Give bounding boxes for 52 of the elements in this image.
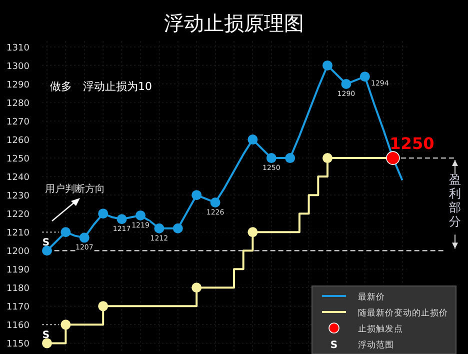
point xyxy=(98,208,108,219)
text: S xyxy=(330,340,338,351)
point xyxy=(154,223,164,234)
point xyxy=(360,72,370,82)
legend-label: 最新价 xyxy=(358,292,385,302)
point xyxy=(266,153,276,164)
y-tick-label: 1200 xyxy=(6,247,30,258)
annotation: 浮动范围 xyxy=(358,340,394,350)
point xyxy=(98,301,108,312)
y-tick-label: 1170 xyxy=(6,302,30,313)
point xyxy=(248,227,258,238)
annotation: S xyxy=(42,330,50,341)
y-tick-label: 1280 xyxy=(6,99,30,109)
point xyxy=(172,223,183,234)
y-tick-label: 1250 xyxy=(6,154,30,165)
point xyxy=(322,153,332,164)
data-label: 1250 xyxy=(390,134,434,154)
point xyxy=(341,78,352,89)
point xyxy=(60,320,71,330)
y-tick-label: 1300 xyxy=(6,62,30,72)
y-tick-label: 1290 xyxy=(6,80,30,90)
annotation: S xyxy=(42,237,50,248)
y-tick-label: 1310 xyxy=(6,43,30,54)
y-tick-label: 1180 xyxy=(6,284,30,294)
legend-label: 随最新价变动的止损价 xyxy=(358,308,448,318)
y-tick-label: 1240 xyxy=(6,173,30,184)
point xyxy=(42,338,52,348)
annotation: 做多 浮动止损为10 xyxy=(50,80,152,93)
point xyxy=(386,151,400,165)
point xyxy=(322,60,332,70)
point xyxy=(79,232,90,243)
text: 盈利部分 xyxy=(449,172,461,228)
point xyxy=(42,246,52,256)
y-tick-label: 1220 xyxy=(6,210,30,220)
point xyxy=(210,197,220,208)
y-tick-label: 1210 xyxy=(6,228,30,239)
y-tick-label: 1150 xyxy=(6,340,30,350)
chart-title: 浮动止损原理图 xyxy=(164,11,304,35)
point xyxy=(285,153,296,164)
y-tick-label: 1190 xyxy=(6,266,30,276)
y-tick-label: 1270 xyxy=(6,118,30,128)
y-tick-label: 1260 xyxy=(6,136,30,146)
annotation: 用户判断方向 xyxy=(45,183,105,195)
point xyxy=(116,214,127,224)
point xyxy=(248,134,258,145)
point xyxy=(192,190,202,200)
y-tick-label: 1160 xyxy=(6,321,30,332)
point xyxy=(60,227,71,238)
legend-label: 止损触发点 xyxy=(358,324,403,334)
point xyxy=(136,210,146,220)
y-tick-label: 1230 xyxy=(6,192,30,202)
point xyxy=(192,282,202,293)
